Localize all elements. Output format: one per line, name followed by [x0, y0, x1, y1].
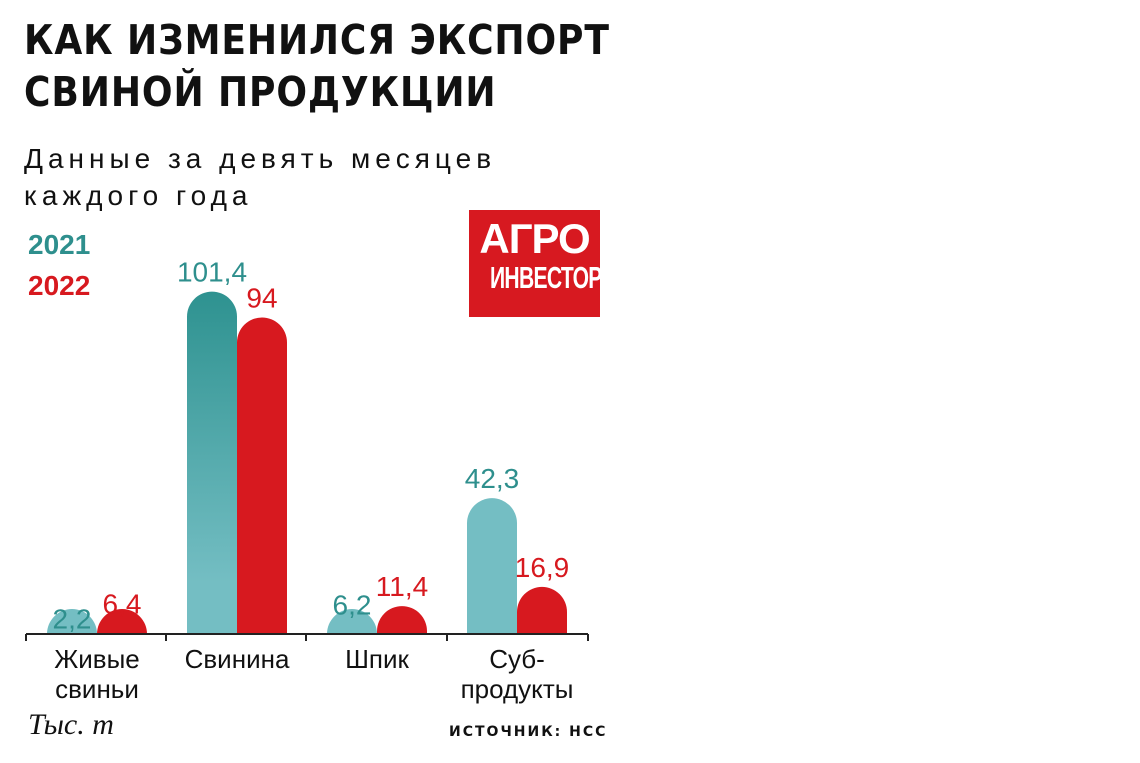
bar-2021-3: [467, 498, 517, 634]
bar-2022-0: [97, 609, 147, 634]
logo-line-1: АГРО: [479, 215, 590, 262]
agroinvestor-logo: АГРО ИНВЕСТОР: [469, 210, 602, 317]
bar-2021-0: [47, 609, 97, 634]
bar-2021-2: [327, 609, 377, 634]
source-label: ИСТОЧНИК: НСС: [449, 724, 608, 740]
chart-subtitle-line-1: Данные за девять месяцев: [24, 143, 497, 174]
bar-2022-1: [237, 317, 287, 634]
category-label-0-1: свиньи: [55, 674, 139, 704]
bar-2022-3: [517, 586, 567, 634]
data-label-2021-3: 42,3: [465, 463, 520, 494]
data-label-2021-2: 6,2: [333, 589, 372, 620]
category-label-2-0: Шпик: [345, 644, 409, 674]
chart-title: КАК ИЗМЕНИЛСЯ ЭКСПОРТ СВИНОЙ ПРОДУКЦИИ: [24, 14, 624, 118]
chart-subtitle: Данные за девять месяцев каждого года: [24, 140, 584, 214]
data-label-2022-3: 16,9: [515, 552, 570, 583]
chart-subtitle-line-2: каждого года: [24, 180, 253, 211]
category-label-0-0: Живые: [54, 644, 140, 674]
data-label-2022-0: 6,4: [103, 589, 142, 620]
category-label-3-1: продукты: [461, 674, 574, 704]
legend-item-2022: 2022: [28, 270, 91, 301]
chart-title-line-2: СВИНОЙ ПРОДУКЦИИ: [24, 68, 497, 116]
legend-item-2021: 2021: [28, 229, 91, 260]
data-label-2021-1: 101,4: [177, 257, 247, 288]
bar-2021-1: [187, 291, 237, 634]
data-label-2022-2: 11,4: [376, 571, 428, 602]
unit-label: Тыс. т: [28, 708, 114, 741]
data-label-2021-0: 2,2: [53, 603, 92, 634]
bar-2022-2: [377, 606, 427, 634]
chart-title-line-1: КАК ИЗМЕНИЛСЯ ЭКСПОРТ: [24, 16, 610, 64]
category-label-3-0: Суб-: [489, 644, 545, 674]
data-label-2022-1: 94: [246, 282, 277, 313]
chart-legend: 2021 2022: [28, 224, 90, 306]
category-label-1-0: Свинина: [185, 644, 290, 674]
